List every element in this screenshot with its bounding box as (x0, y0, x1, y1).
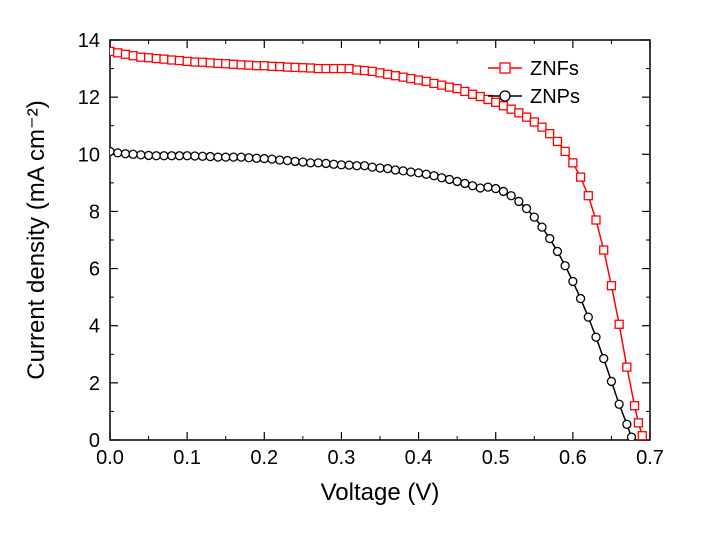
x-tick-label: 0.5 (482, 447, 510, 469)
y-tick-label: 10 (78, 144, 100, 166)
x-tick-label: 0.6 (559, 447, 587, 469)
x-tick-label: 0.1 (173, 447, 201, 469)
jv-chart: 0.0 0.1 0.2 0.3 0.4 0.5 0.6 0.7 0 2 4 6 8 10 12 14 Volta… (0, 0, 715, 546)
y-tick-label: 6 (89, 259, 100, 281)
y-tick-label: 2 (89, 373, 100, 395)
series-ZNPs (106, 147, 635, 441)
y-tick-label: 4 (89, 316, 100, 338)
legend-marker (500, 91, 510, 101)
x-tick-label: 0.3 (328, 447, 356, 469)
legend-label: ZNPs (530, 86, 580, 108)
y-tick-label: 12 (78, 87, 100, 109)
x-tick-label: 0.7 (636, 447, 664, 469)
y-axis-label: Current density (mA cm⁻²) (23, 100, 50, 379)
y-tick-label: 8 (89, 201, 100, 223)
x-tick-label: 0.2 (250, 447, 278, 469)
legend-marker (500, 63, 510, 73)
x-tick-label: 0.4 (405, 447, 433, 469)
chart-svg: 0.0 0.1 0.2 0.3 0.4 0.5 0.6 0.7 0 2 4 6 8 10 12 14 Volta… (0, 0, 715, 546)
x-axis-label: Voltage (V) (321, 479, 440, 506)
x-tick-label: 0.0 (96, 447, 124, 469)
y-tick-label: 14 (78, 30, 100, 52)
y-tick-label: 0 (89, 430, 100, 452)
legend-label: ZNFs (530, 58, 579, 80)
